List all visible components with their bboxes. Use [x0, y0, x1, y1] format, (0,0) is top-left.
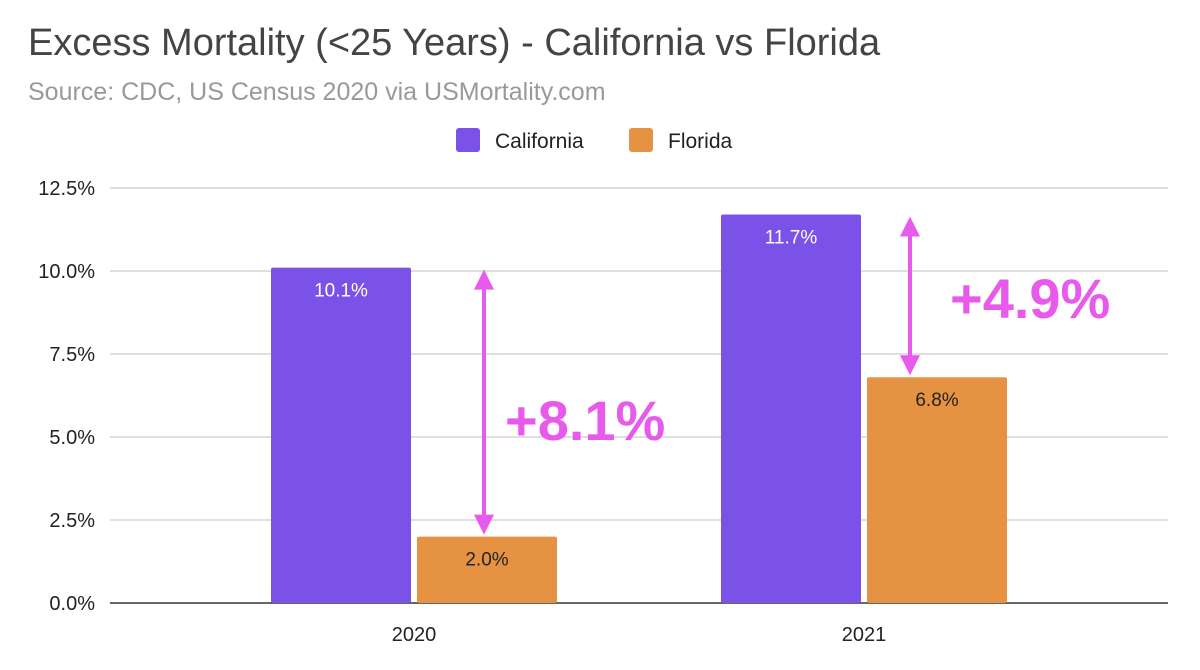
bar-value-label: 11.7%	[765, 228, 818, 249]
annotation-arrow-head-up	[900, 216, 920, 237]
annotation-arrow-head-down	[900, 355, 920, 376]
chart-subtitle: Source: CDC, US Census 2020 via USMortal…	[28, 78, 606, 106]
annotation-label: +8.1%	[505, 389, 665, 452]
bar-value-label: 2.0%	[465, 550, 508, 571]
y-tick-label: 7.5%	[49, 344, 95, 366]
bar-value-label: 10.1%	[314, 281, 368, 302]
bar-california-2020	[271, 267, 411, 603]
x-tick-label: 2021	[842, 624, 887, 646]
bar-florida-2021	[867, 377, 1007, 603]
y-tick-label: 10.0%	[38, 261, 95, 283]
y-tick-label: 2.5%	[49, 510, 95, 532]
y-tick-label: 12.5%	[38, 178, 95, 200]
legend-swatch-florida	[629, 128, 653, 152]
x-tick-label: 2020	[392, 624, 437, 646]
legend-swatch-california	[456, 128, 480, 152]
legend-label: Florida	[668, 130, 733, 153]
legend-label: California	[495, 130, 584, 153]
annotation-arrow-head-up	[474, 269, 494, 290]
chart-title: Excess Mortality (<25 Years) - Californi…	[28, 22, 881, 64]
bar-florida-2020	[417, 536, 557, 603]
y-tick-label: 5.0%	[49, 427, 95, 449]
bar-value-label: 6.8%	[915, 390, 958, 411]
annotation-label: +4.9%	[950, 267, 1110, 330]
annotation-arrow-head-down	[474, 514, 494, 535]
y-tick-label: 0.0%	[49, 593, 95, 615]
bar-california-2021	[721, 214, 861, 603]
